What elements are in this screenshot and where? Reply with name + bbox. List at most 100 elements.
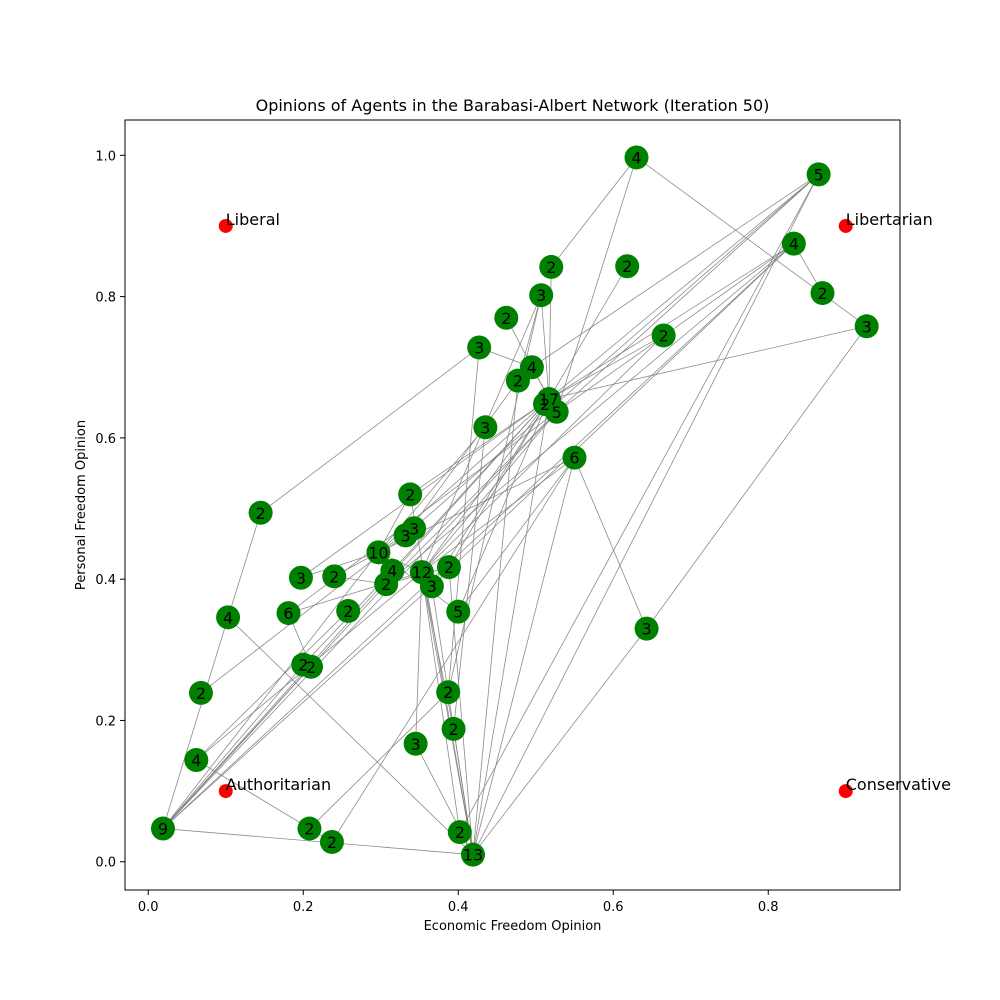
- agent-node: [184, 748, 209, 773]
- y-axis-title: Personal Freedom Opinion: [74, 420, 89, 590]
- agent-node-label: 2: [298, 656, 308, 675]
- agent-node-label: 2: [455, 823, 465, 842]
- agent-node: [467, 335, 492, 360]
- agent-node-label: 2: [622, 257, 632, 276]
- agent-node-label: 2: [817, 284, 827, 303]
- agent-node: [447, 820, 472, 845]
- network-edge: [227, 617, 474, 855]
- agent-node-label: 3: [536, 286, 546, 305]
- network-edge: [385, 411, 557, 585]
- agent-node-label: 6: [283, 604, 293, 623]
- reference-point-marker: [218, 784, 233, 799]
- agent-node-label: 5: [814, 165, 824, 184]
- agent-node-label: 3: [411, 735, 421, 754]
- agent-node: [319, 829, 344, 854]
- x-tick-label: 0.8: [758, 900, 779, 915]
- agent-node: [276, 601, 301, 626]
- network-edge: [385, 243, 795, 585]
- network-edge: [162, 664, 304, 829]
- y-tick-label: 0.6: [95, 432, 116, 447]
- network-edge: [421, 572, 474, 855]
- network-edge: [548, 266, 628, 400]
- agent-node: [460, 842, 485, 867]
- edges-layer: [162, 157, 867, 856]
- agent-node-label: 12: [412, 563, 432, 582]
- agent-node-label: 2: [449, 720, 459, 739]
- network-edge: [548, 325, 867, 400]
- network-edge: [162, 585, 433, 829]
- agent-node-label: 17: [539, 390, 559, 409]
- network-edge: [309, 691, 449, 829]
- plot-frame: [124, 119, 901, 891]
- agent-node-label: 3: [400, 526, 410, 545]
- agent-node-label: 3: [296, 569, 306, 588]
- network-edge: [431, 398, 550, 587]
- network-edge: [472, 457, 575, 855]
- network-edge: [540, 295, 550, 400]
- network-edge: [331, 457, 575, 843]
- agent-node: [436, 555, 461, 580]
- agent-node-label: 2: [444, 558, 454, 577]
- x-axis-title: Economic Freedom Opinion: [424, 919, 602, 934]
- network-edge: [162, 828, 474, 856]
- reference-point-label: Liberal: [226, 210, 280, 229]
- agent-node-label: 4: [789, 235, 799, 254]
- network-edge: [415, 572, 423, 744]
- agent-node: [529, 283, 554, 308]
- agent-node-label: 2: [306, 658, 316, 677]
- agent-node: [403, 731, 428, 756]
- reference-point-marker: [838, 218, 853, 233]
- agent-node: [336, 598, 361, 623]
- y-tick-label: 1.0: [95, 149, 116, 164]
- y-tick-label: 0.0: [95, 856, 116, 871]
- agent-node-label: 10: [368, 543, 388, 562]
- network-edge: [636, 157, 867, 327]
- agent-node-label: 6: [569, 449, 579, 468]
- network-edge: [531, 174, 819, 368]
- agent-node-label: 2: [256, 504, 266, 523]
- network-edge: [550, 157, 637, 268]
- network-edge: [556, 243, 795, 413]
- agent-node-label: 2: [501, 309, 511, 328]
- reference-point-marker: [838, 784, 853, 799]
- agent-node-label: 2: [343, 602, 353, 621]
- agent-node: [150, 816, 175, 841]
- network-edge: [162, 617, 229, 829]
- network-edge: [162, 552, 379, 829]
- reference-point-marker: [218, 218, 233, 233]
- agent-node: [374, 572, 399, 597]
- agent-node: [398, 482, 423, 507]
- network-edge: [405, 380, 519, 536]
- network-edge: [405, 174, 819, 536]
- agent-node-label: 3: [474, 338, 484, 357]
- agent-node: [634, 616, 659, 641]
- network-edge: [409, 398, 550, 495]
- reference-point-label: Conservative: [846, 775, 951, 794]
- agent-node: [288, 565, 313, 590]
- agent-node: [322, 564, 347, 589]
- agent-node: [436, 680, 461, 705]
- agent-node-label: 2: [196, 684, 206, 703]
- network-edge: [472, 174, 819, 855]
- chart-title: Opinions of Agents in the Barabasi-Alber…: [256, 96, 770, 115]
- network-edge: [459, 174, 819, 833]
- y-tick-label: 0.8: [95, 291, 116, 306]
- agent-node: [854, 314, 879, 339]
- network-edge: [453, 427, 486, 729]
- agent-node-label: 9: [158, 820, 168, 839]
- network-edge: [431, 243, 795, 587]
- agent-node: [393, 523, 418, 548]
- agent-node-label: 2: [329, 567, 339, 586]
- network-edge: [409, 494, 474, 855]
- agent-node-label: 3: [409, 519, 419, 538]
- network-edge: [162, 411, 557, 829]
- network-edge: [196, 610, 349, 761]
- x-tick-label: 0.0: [138, 900, 159, 915]
- agent-node-label: 3: [427, 577, 437, 596]
- agent-node: [505, 368, 530, 393]
- network-edge: [300, 551, 379, 579]
- network-edge: [548, 335, 664, 400]
- agent-node: [366, 540, 391, 565]
- agent-node-label: 5: [552, 403, 562, 422]
